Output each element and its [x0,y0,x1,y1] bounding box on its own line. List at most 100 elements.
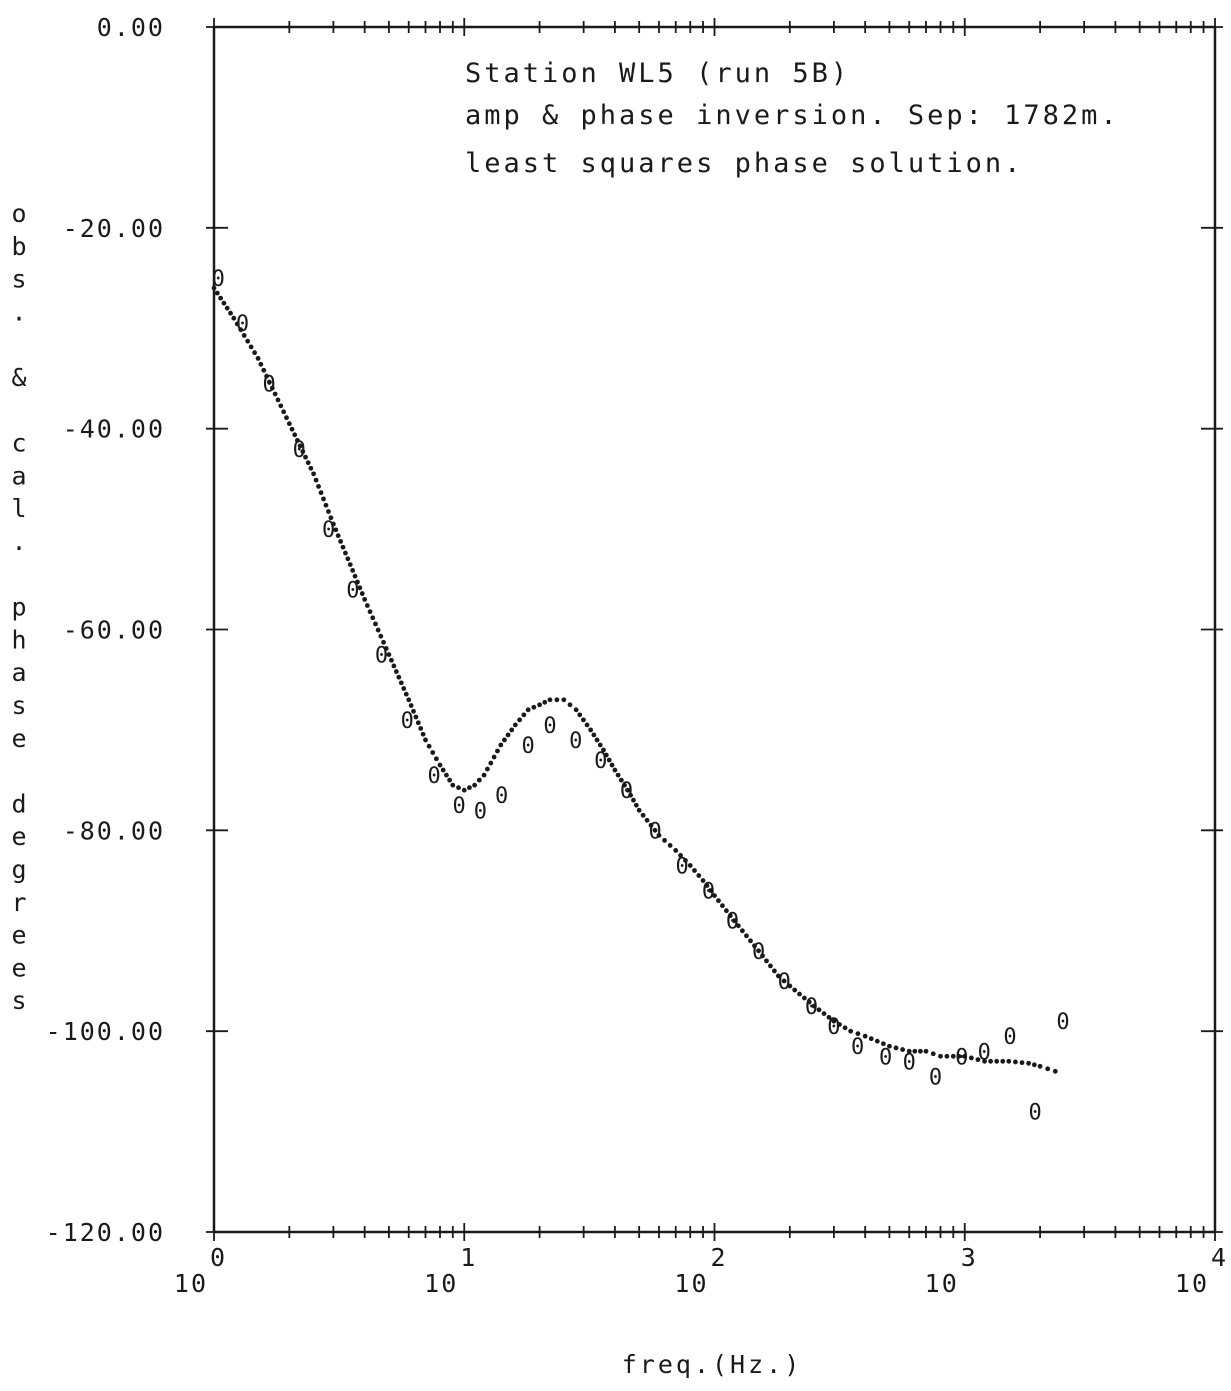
curve-dot [735,923,741,929]
curve-dot [378,633,384,639]
curve-dot [656,832,662,838]
chart-text: Station WL5 (run 5B) amp & phase inversi… [46,13,1226,1379]
title-line-3: least squares phase solution. [465,148,1023,179]
curve-dot [594,737,600,743]
curve-dot [396,674,402,680]
curve-dot [418,726,424,731]
y-tick-label: -120.00 [46,1218,165,1247]
y-label-char: g [11,855,26,884]
curve-dot [391,663,397,669]
curve-dot [752,943,757,949]
curve-dot [1052,1068,1058,1074]
curve-dot [264,373,269,379]
observed-point: 0 [522,734,535,759]
curve-dot [930,1051,936,1057]
curve-dot [269,385,275,391]
curve-dot [284,415,289,421]
y-label-char: d [11,789,26,818]
curve-dot [245,338,251,344]
curve-dot [982,1058,987,1064]
curve-dot [467,785,472,791]
curve-dot [547,697,553,703]
curve-dot [234,321,240,327]
curve-dot [330,521,336,527]
curve-dot [678,853,683,858]
x-tick-label: 10 [925,1269,959,1298]
curve-dot [498,742,504,748]
y-label-char: b [11,232,26,261]
curve-dot [625,787,631,793]
curve-dot [581,717,586,723]
curve-dot [1026,1060,1032,1066]
y-label-char: s [11,265,26,294]
observed-point: 0 [262,372,275,397]
observed-point: 0 [495,784,508,809]
curve-dot [406,697,412,703]
curve-dot [347,562,353,568]
curve-dot [440,767,446,773]
title-line-2: amp & phase inversion. Sep: 1782m. [465,100,1120,131]
curve-dot [359,591,365,596]
curve-dot [218,295,224,301]
curve-dot [447,777,452,783]
curve-dot [652,827,658,833]
curve-dot [343,550,348,556]
curve-dot [1019,1060,1025,1066]
curve-dot [313,477,319,483]
curve-dot [683,858,688,863]
curve-dot [775,973,781,979]
y-tick-label: -80.00 [63,816,165,845]
curve-dot [628,792,633,798]
curve-dot [944,1053,950,1059]
curve-dot [340,544,346,550]
y-label-char: . [11,527,26,556]
curve-dot [787,983,793,989]
curve-dot [739,928,745,934]
y-tick-label: -20.00 [63,214,165,243]
curve-dot [537,702,542,708]
curve-dot [505,732,511,738]
plot-frame [212,25,1217,1234]
curve-dot [615,772,621,778]
curve-dot [609,762,615,768]
curve-dot [603,752,609,758]
curve-dot [561,697,567,703]
observed-point: 0 [726,910,739,935]
x-tick-exponent: 1 [460,1243,477,1272]
observed-point: 0 [474,799,487,824]
curve-dot [756,948,761,954]
observed-point: 0 [401,709,414,734]
curve-dot [370,615,376,621]
curve-dot [831,1018,837,1024]
observed-point: 0 [569,729,582,754]
observed-point: 0 [620,779,633,804]
curve-dot [923,1048,929,1054]
observed-point: 0 [929,1065,942,1090]
axis-ticks [206,18,1223,1241]
curve-dot [488,760,494,766]
y-label-char: p [11,593,26,622]
curve-dot [744,933,749,939]
observed-point: 0 [675,854,688,879]
curve-dot [275,397,281,403]
curve-dot [472,782,478,788]
observed-point: 0 [752,940,765,965]
curve-dot [880,1041,886,1047]
curve-dot [748,938,753,944]
curve-dot [636,807,642,813]
curve-dot [316,484,321,489]
curve-dot [238,327,244,333]
curve-dot [323,502,329,508]
curve-dot [554,697,560,703]
observed-point: 0 [375,644,388,669]
curve-dot [837,1022,842,1027]
curve-dot [591,732,597,738]
observed-point: 0 [805,995,818,1020]
curve-dot [420,731,426,737]
curve-dot [443,772,449,778]
observed-point: 0 [1056,1010,1069,1035]
curve-dot [720,903,725,909]
curve-dot [531,704,537,710]
observed-point: 0 [346,578,359,603]
